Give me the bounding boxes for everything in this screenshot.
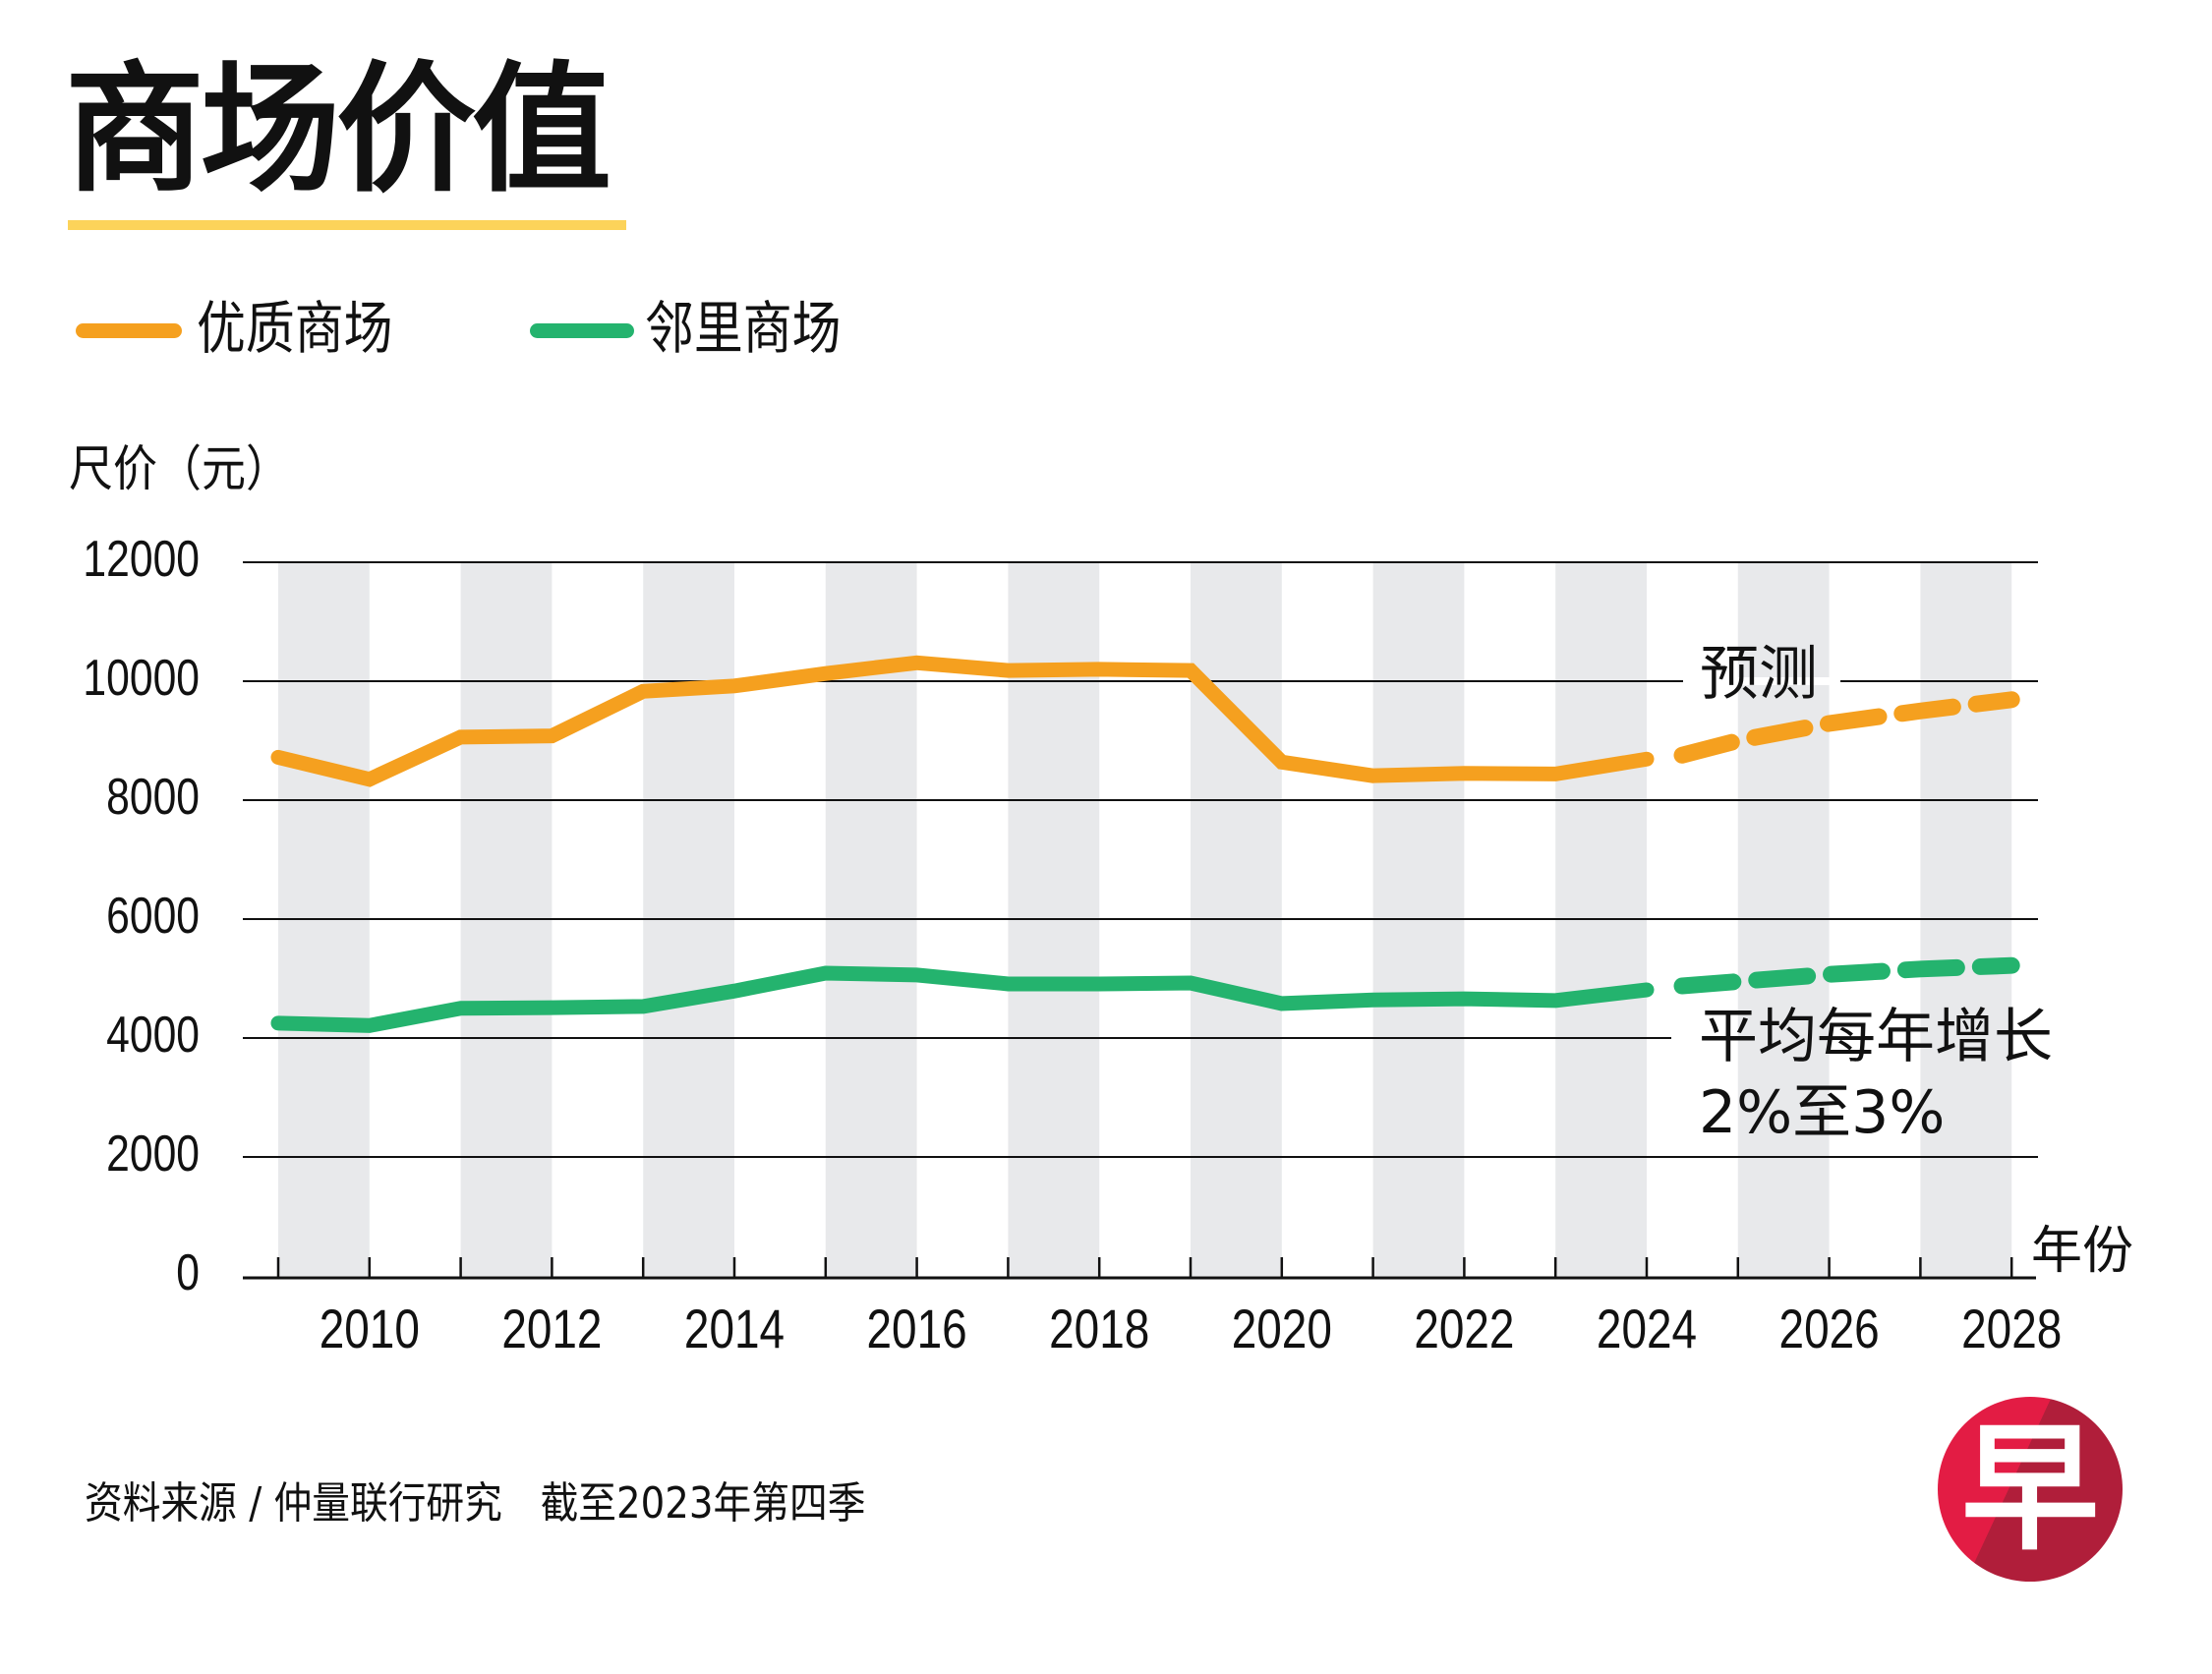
zaobao-logo: 早	[1938, 1397, 2123, 1582]
x-tick-label: 2022	[1414, 1299, 1514, 1359]
page-title: 商场价值	[65, 49, 611, 211]
series-line-prime-malls	[270, 655, 1655, 787]
x-tick-label: 2018	[1049, 1299, 1149, 1359]
legend-label-suburban-malls: 邻里商场	[645, 295, 842, 362]
gridline-gap	[1683, 677, 1840, 685]
series-line-suburban-malls	[270, 965, 1655, 1033]
x-tick-label: 2012	[501, 1299, 602, 1359]
zaobao-logo-icon: 早	[1960, 1409, 2099, 1570]
y-tick-label: 4000	[106, 1007, 200, 1064]
gridlines	[243, 561, 2038, 1158]
y-tick-label: 12000	[83, 531, 200, 588]
forecast-line-prime-malls	[1673, 691, 2020, 764]
series-lines	[270, 655, 2020, 1033]
x-tick-label: 2024	[1597, 1299, 1697, 1359]
y-tick-label: 8000	[106, 769, 200, 826]
x-tick-label: 2010	[320, 1299, 420, 1359]
y-tick-label: 0	[176, 1244, 200, 1301]
tick-labels: 0 2000 4000 6000 8000 10000 12000 2010 2012 2014 2…	[83, 531, 2133, 1359]
y-tick-label: 6000	[106, 888, 200, 945]
x-tick-label: 2026	[1779, 1299, 1880, 1359]
x-tick-label: 2016	[867, 1299, 967, 1359]
y-axis-label: 尺价（元）	[69, 440, 290, 497]
x-axis	[243, 1257, 2036, 1280]
source-note: 资料来源 / 仲量联行研究 截至2023年第四季	[85, 1478, 866, 1529]
x-tick-label: 2014	[684, 1299, 785, 1359]
forecast-line-suburban-malls	[1673, 956, 2020, 995]
legend-label-prime-malls: 优质商场	[197, 295, 393, 362]
x-axis-label: 年份	[2031, 1222, 2133, 1281]
annotation-growth-rate: 2%至3%	[1699, 1078, 1945, 1147]
annotation-forecast: 预测	[1700, 640, 1818, 709]
x-tick-label: 2028	[1961, 1299, 2062, 1359]
y-tick-label: 2000	[106, 1126, 200, 1183]
x-tick-label: 2020	[1232, 1299, 1332, 1359]
legend-swatch-prime-malls	[76, 323, 182, 338]
annotation-growth: 平均每年增长	[1699, 1003, 2053, 1071]
y-tick-label: 10000	[83, 650, 200, 707]
title-underline	[68, 220, 626, 230]
legend-swatch-suburban-malls	[530, 323, 634, 338]
